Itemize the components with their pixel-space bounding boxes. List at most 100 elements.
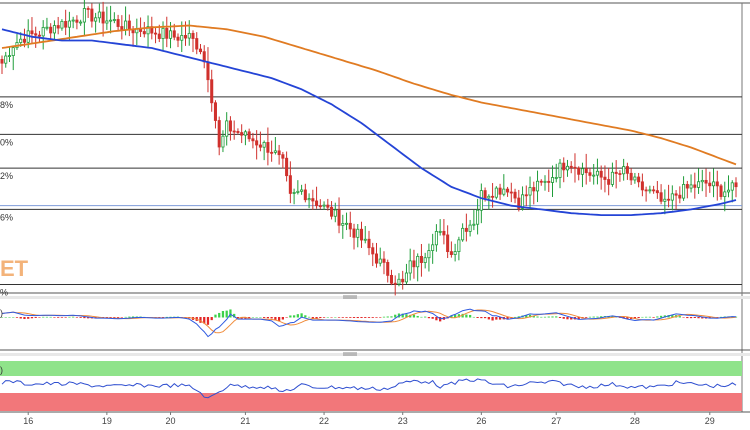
macd-histogram-bar <box>558 317 562 318</box>
macd-histogram-bar <box>596 316 599 318</box>
candle-body <box>498 187 502 195</box>
candle-body <box>221 135 225 148</box>
candle-body <box>457 239 461 252</box>
macd-histogram-bar <box>248 317 251 318</box>
macd-histogram-bar <box>719 316 723 318</box>
candle-body <box>285 157 289 177</box>
macd-histogram-bar <box>693 317 696 318</box>
candle-body <box>146 26 150 35</box>
macd-histogram-bar <box>487 317 490 320</box>
macd-histogram-bar <box>517 316 520 318</box>
macd-histogram-bar <box>315 317 318 319</box>
candle-body <box>528 187 532 196</box>
candle-body <box>719 185 723 197</box>
fib-level-label: 0% <box>0 137 13 147</box>
panel-separator <box>0 296 750 299</box>
candle-body <box>322 204 326 207</box>
candle-body <box>251 138 255 142</box>
candle-body <box>34 33 38 36</box>
macd-histogram-bar <box>476 317 479 318</box>
rsi-panel: ) <box>0 361 750 413</box>
candle-body <box>206 61 210 81</box>
candle-body <box>652 189 656 192</box>
macd-histogram-bar <box>536 316 539 318</box>
macd-histogram-bar <box>435 317 438 321</box>
candle-body <box>45 26 49 29</box>
macd-histogram-bar <box>281 317 284 320</box>
candle-body <box>333 209 337 217</box>
candle-body <box>217 120 221 148</box>
candle-body <box>154 32 158 35</box>
candle-body <box>592 174 596 177</box>
macd-histogram-bar <box>379 317 382 318</box>
macd-histogram-bar <box>57 317 60 318</box>
candle-body <box>315 200 319 207</box>
candle-body <box>569 165 573 168</box>
macd-histogram-bar <box>394 314 397 318</box>
candle-body <box>401 278 405 283</box>
macd-histogram-bar <box>105 317 108 318</box>
macd-histogram-bar <box>337 317 341 318</box>
candle-body <box>75 19 79 23</box>
rsi-oversold-zone <box>0 393 742 411</box>
candle-body <box>161 27 165 39</box>
candle-body <box>449 251 453 255</box>
macd-histogram-bar <box>116 317 120 318</box>
macd-histogram-bar <box>592 316 595 318</box>
candle-body <box>79 21 83 24</box>
macd-histogram-bar <box>405 314 408 318</box>
x-axis: 16 19 20 21 22 23 26 27 28 29 <box>23 412 715 426</box>
macd-histogram-bar <box>120 317 123 318</box>
macd-histogram-bar <box>562 317 565 319</box>
candle-body <box>359 228 364 241</box>
macd-histogram-bar <box>424 316 427 318</box>
macd-histogram-bar <box>0 317 4 318</box>
candle-body <box>580 168 584 175</box>
candle-body <box>337 209 341 226</box>
macd-histogram-bar <box>296 314 299 318</box>
macd-histogram-bar <box>734 316 738 318</box>
macd-histogram-bar <box>577 317 580 320</box>
candle-body <box>352 228 356 238</box>
macd-histogram-bar <box>4 317 7 318</box>
macd-histogram-bar <box>225 310 228 318</box>
candle-body <box>183 35 188 39</box>
macd-histogram-bar <box>263 317 266 318</box>
candle-body <box>431 244 435 251</box>
candle-body <box>595 170 599 176</box>
candle-body <box>614 171 618 174</box>
macd-histogram-bar <box>19 317 22 319</box>
macd-histogram-bar <box>274 317 277 321</box>
candle-body <box>292 192 296 194</box>
macd-histogram-bar <box>659 315 663 318</box>
candle-body <box>423 257 427 263</box>
candle-body <box>513 191 517 199</box>
macd-histogram-bar <box>689 317 693 319</box>
macd-histogram-bar <box>412 314 416 318</box>
x-tick-label: 16 <box>23 416 33 426</box>
macd-histogram-bar <box>221 311 225 318</box>
macd-histogram-bar <box>656 316 659 318</box>
macd-histogram-bar <box>450 315 453 318</box>
macd-histogram-bar <box>506 317 509 320</box>
macd-histogram-bar <box>416 315 419 318</box>
candle-body <box>599 170 603 178</box>
candle-body <box>397 278 401 285</box>
macd-histogram-bar <box>371 317 374 318</box>
candle-body <box>412 260 416 268</box>
macd-histogram-bar <box>30 317 34 319</box>
macd-histogram-bar <box>285 317 288 318</box>
macd-histogram-bar <box>251 317 255 318</box>
candle-body <box>90 8 94 22</box>
macd-histogram-bar <box>678 316 681 318</box>
macd-histogram-bar <box>641 316 644 318</box>
candle-body <box>730 182 734 191</box>
candle-body <box>348 222 352 230</box>
candle-body <box>670 193 674 201</box>
macd-histogram-bar <box>300 313 303 318</box>
x-tick-label: 27 <box>551 416 561 426</box>
fib-level-label: 8% <box>0 100 13 110</box>
macd-histogram-bar <box>570 317 573 320</box>
candle-body <box>56 25 60 29</box>
candle-body <box>240 132 244 136</box>
